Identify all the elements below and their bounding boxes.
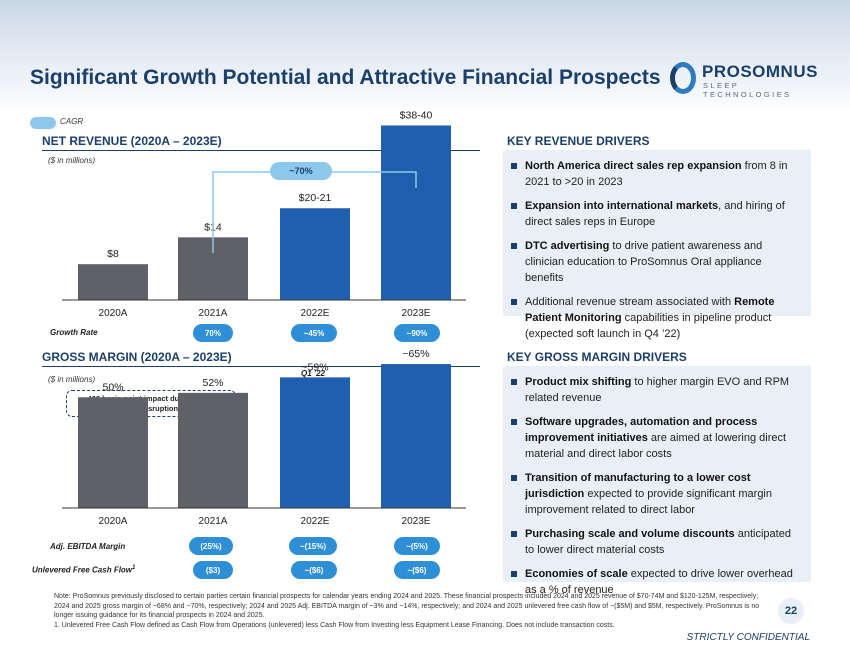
margin-driver-item: Software upgrades, automation and proces… <box>511 414 801 462</box>
category-label: 2021A <box>199 308 228 319</box>
growth-rate-label: Growth Rate <box>50 328 98 337</box>
margin-driver-item: Product mix shifting to higher margin EV… <box>511 374 801 406</box>
revenue-drivers-list: North America direct sales rep expansion… <box>511 158 801 342</box>
revenue-drivers-title: KEY REVENUE DRIVERS <box>507 134 650 148</box>
category-label: 2020A <box>99 308 128 319</box>
margin-driver-item: Purchasing scale and volume discounts an… <box>511 526 801 558</box>
gross-margin-title: GROSS MARGIN (2020A – 2023E) <box>42 350 232 364</box>
revenue-driver-item: DTC advertising to drive patient awarene… <box>511 238 801 286</box>
revenue-driver-item: North America direct sales rep expansion… <box>511 158 801 190</box>
logo-ring-icon <box>670 62 696 94</box>
fcf-pill: ~($6) <box>394 561 440 579</box>
margin-drivers-list: Product mix shifting to higher margin EV… <box>511 374 801 598</box>
fcf-footnote-marker: 1 <box>132 565 136 571</box>
growth-rate-pill: 70% <box>193 324 233 342</box>
data-label: $8 <box>107 248 119 260</box>
bar <box>78 264 148 300</box>
fcf-pill: ($3) <box>193 561 233 579</box>
margin-unit-note: ($ in millions) <box>48 375 96 384</box>
revenue-driver-item: Additional revenue stream associated wit… <box>511 294 801 342</box>
margin-driver-item: Transition of manufacturing to a lower c… <box>511 470 801 518</box>
footnote: Note: ProSomnus previously disclosed to … <box>54 592 764 630</box>
footnote-note: Note: ProSomnus previously disclosed to … <box>54 593 760 619</box>
logo-name: PROSOMNUS <box>702 62 818 81</box>
gross-margin-divider <box>42 366 480 367</box>
supply-chain-note: ~400 basis point impact due to supply ch… <box>66 390 236 417</box>
fcf-pill: ~($6) <box>291 561 337 579</box>
data-label: $20-21 <box>299 192 332 204</box>
bar <box>280 208 350 300</box>
cagr-legend-label: CAGR <box>60 117 84 126</box>
revenue-unit-note: ($ in millions) <box>48 156 96 165</box>
footnote-1: 1. Unlevered Free Cash Flow defined as C… <box>54 621 615 629</box>
ebitda-margin-pill: ~(5%) <box>394 537 440 555</box>
margin-driver-item: Economies of scale expected to drive low… <box>511 566 801 598</box>
q1-gross-margin-label: Q1 ’22 Gross Margin <box>278 369 348 389</box>
fcf-label: Unlevered Free Cash Flow1 <box>32 565 135 575</box>
cagr-value: ~70% <box>289 166 312 176</box>
margin-drivers-title: KEY GROSS MARGIN DRIVERS <box>507 350 687 364</box>
cagr-pill <box>270 162 332 180</box>
page-number: 22 <box>778 598 804 624</box>
growth-rate-pill: ~90% <box>394 324 440 342</box>
q1-gross-margin-pill: ~58% <box>292 393 334 411</box>
revenue-drivers-panel: North America direct sales rep expansion… <box>503 150 811 340</box>
net-revenue-divider <box>42 150 480 151</box>
growth-rate-pill: ~45% <box>291 324 337 342</box>
category-label: 2022E <box>301 308 330 319</box>
margin-drivers-panel: Product mix shifting to higher margin EV… <box>503 366 811 596</box>
logo-tagline: SLEEP TECHNOLOGIES <box>703 81 792 99</box>
q1-label-line2: Gross Margin <box>287 379 339 388</box>
category-label: 2023E <box>402 308 431 319</box>
ebitda-margin-label: Adj. EBITDA Margin <box>50 542 126 551</box>
fcf-label-text: Unlevered Free Cash Flow <box>32 565 133 575</box>
bar <box>381 125 451 300</box>
page-title: Significant Growth Potential and Attract… <box>30 66 661 89</box>
ebitda-margin-pill: (25%) <box>189 537 233 555</box>
cagr-legend-swatch <box>30 117 56 129</box>
q1-label-line1: Q1 ’22 <box>300 369 325 378</box>
confidential-label: STRICTLY CONFIDENTIAL <box>686 632 810 643</box>
data-label: $38-40 <box>400 109 433 121</box>
ebitda-margin-pill: ~(15%) <box>289 537 337 555</box>
net-revenue-title: NET REVENUE (2020A – 2023E) <box>42 134 222 148</box>
header-band <box>0 0 850 112</box>
prosomnus-logo: PROSOMNUS SLEEP TECHNOLOGIES <box>668 60 818 100</box>
revenue-driver-item: Expansion into international markets, an… <box>511 198 801 230</box>
